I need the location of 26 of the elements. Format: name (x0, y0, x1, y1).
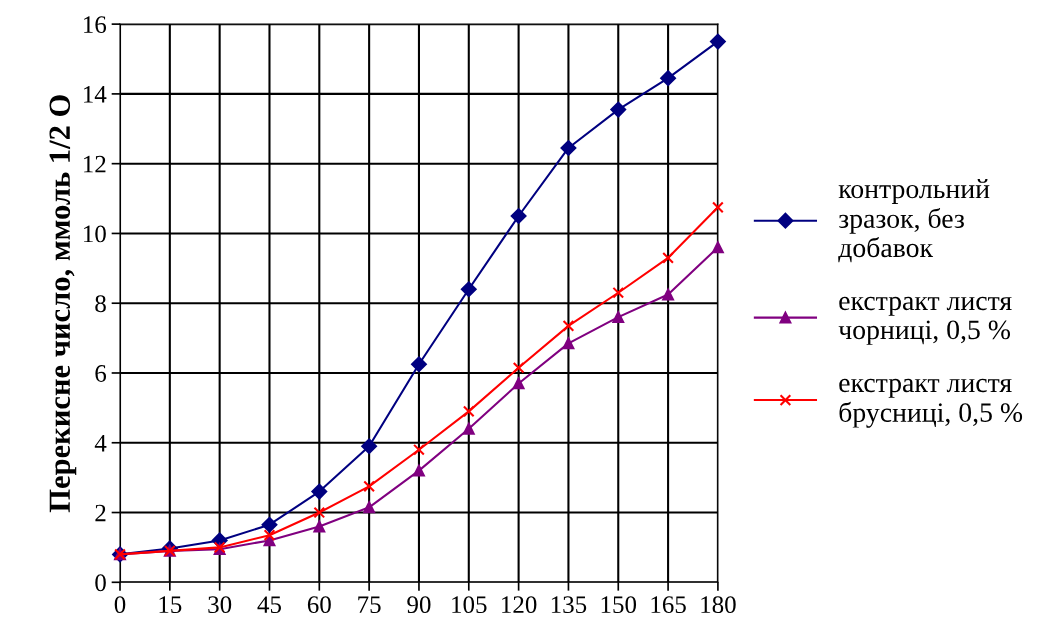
x-tick-label: 150 (601, 596, 637, 614)
y-tick-label: 6 (95, 365, 107, 382)
legend-label: контрольний зразок, без добавок (838, 179, 990, 263)
y-tick-label: 2 (95, 504, 106, 522)
x-tick-label: 45 (257, 596, 282, 614)
x-tick-label: 120 (502, 596, 537, 614)
x-tick-label: 105 (452, 596, 487, 614)
x-tick-label: 75 (358, 596, 381, 614)
x-tick-label: 0 (114, 596, 126, 614)
x-tick-label: 60 (307, 596, 331, 614)
y-tick-label: 12 (84, 155, 106, 173)
x-tick-label: 15 (159, 596, 182, 614)
x-tick-label: 180 (701, 596, 736, 614)
y-tick-label: 8 (95, 295, 106, 313)
y-tick-label: 16 (84, 16, 107, 34)
y-tick-label: 10 (84, 225, 106, 243)
y-axis-title: Перекисне число, ммоль 1/2 О (49, 95, 77, 513)
legend-label: екстракт листя брусниці, 0,5 % (839, 378, 1023, 428)
x-tick-label: 165 (651, 596, 686, 614)
x-tick-label: 135 (551, 596, 587, 614)
y-tick-label: 14 (84, 86, 107, 103)
x-tick-label: 30 (208, 596, 232, 614)
x-tick-label: 90 (407, 596, 431, 614)
y-tick-label: 0 (95, 574, 106, 592)
legend-label: екстракт листя чорниці, 0,5 % (838, 296, 1012, 345)
y-tick-label: 4 (94, 434, 107, 452)
